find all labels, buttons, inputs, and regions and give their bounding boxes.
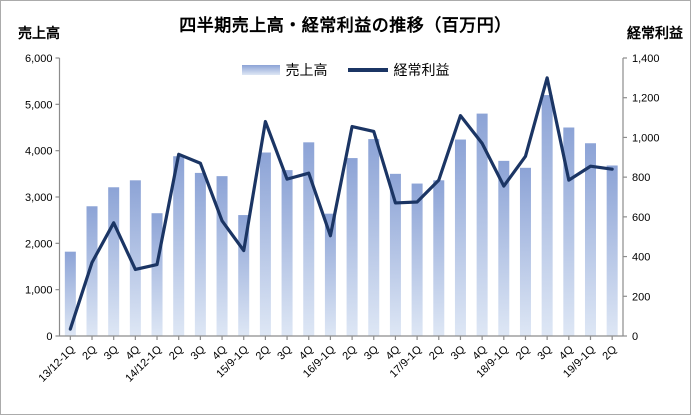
right-tick-label: 0 [632,331,638,343]
right-tick-label: 600 [632,212,650,224]
left-axis-title: 売上高 [18,25,60,41]
sales-bar [519,167,531,336]
x-tick-label: 13/12-1Q [37,343,78,384]
chart-title: 四半期売上高・経常利益の推移（百万円） [179,16,512,35]
sales-bar [324,213,336,336]
x-tick-label: 3Q [102,343,121,362]
right-tick-label: 800 [632,172,650,184]
left-tick-label: 3,000 [25,192,53,204]
sales-bar [238,215,250,336]
right-tick-label: 400 [632,252,650,264]
x-tick-label: 2Q [340,343,359,362]
left-tick-label: 2,000 [25,238,53,250]
sales-bar [129,180,141,336]
right-tick-label: 200 [632,291,650,303]
legend-bar-label: 売上高 [285,62,328,78]
sales-bar [151,213,163,336]
right-axis-ticks: 0 200 400 600 800 1,000 1,200 1,400 [623,53,660,343]
x-tick-label: 2Q [514,343,533,362]
sales-bar [173,156,185,336]
sales-bar [411,183,423,336]
sales-bar [281,170,293,336]
left-tick-label: 6,000 [25,53,53,65]
right-tick-label: 1,200 [632,93,660,105]
right-tick-label: 1,400 [632,53,660,65]
sales-bars [64,95,618,336]
sales-bar [194,172,206,336]
sales-bar [86,206,98,336]
x-tick-label: 2Q [254,343,273,362]
sales-bar [541,95,553,336]
sales-bar [563,127,575,336]
sales-bar [216,176,228,336]
x-tick-label: 2Q [600,343,619,362]
sales-bar [303,142,315,336]
sales-bar [108,187,120,336]
sales-bar [476,113,488,336]
left-tick-label: 1,000 [25,285,53,297]
right-tick-label: 1,000 [632,132,660,144]
x-tick-label: 2Q [167,343,186,362]
left-tick-label: 5,000 [25,99,53,111]
sales-bar [606,165,618,336]
legend: 売上高 経常利益 [1,61,690,79]
sales-bar [368,139,380,336]
sales-bar [346,158,358,336]
profit-line [68,76,614,331]
legend-line-label: 経常利益 [393,62,450,78]
left-tick-label: 0 [46,331,52,343]
x-tick-label: 2Q [80,343,99,362]
sales-bar [584,143,596,336]
legend-line-swatch-icon [347,68,388,72]
left-tick-label: 4,000 [25,146,53,158]
sales-bar [454,139,466,336]
x-tick-label: 3Q [275,343,294,362]
x-tick-label: 3Q [189,343,208,362]
x-tick-label: 3Q [362,343,381,362]
axes [58,58,624,337]
sales-bar [433,180,445,336]
legend-bar-swatch-icon [241,65,280,75]
sales-bar [498,160,510,336]
x-tick-label: 2Q [427,343,446,362]
sales-bar [259,152,271,336]
left-axis-ticks: 0 1,000 2,000 3,000 4,000 5,000 6,000 [25,53,60,343]
sales-bar [389,173,401,336]
sales-bar [64,251,76,336]
right-axis-title: 経常利益 [627,25,683,41]
x-tick-label: 3Q [535,343,554,362]
x-tick-label: 3Q [449,343,468,362]
